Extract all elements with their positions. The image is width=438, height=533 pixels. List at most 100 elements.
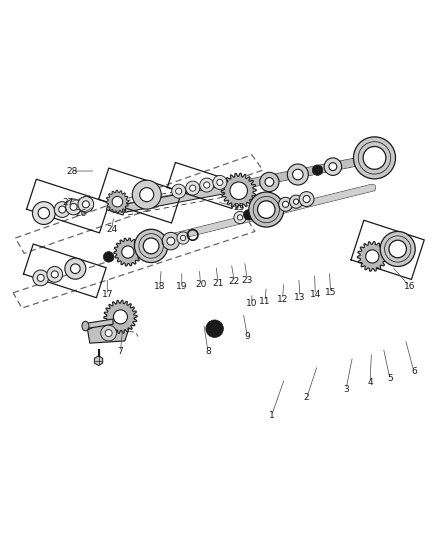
Circle shape — [101, 325, 117, 341]
Polygon shape — [94, 356, 103, 366]
Circle shape — [353, 137, 396, 179]
Circle shape — [283, 201, 289, 207]
Text: 11: 11 — [259, 297, 271, 306]
Circle shape — [180, 236, 186, 241]
Text: 12: 12 — [277, 295, 288, 304]
Ellipse shape — [82, 321, 89, 331]
Circle shape — [293, 169, 303, 180]
Polygon shape — [114, 238, 142, 266]
Polygon shape — [221, 173, 256, 208]
Circle shape — [190, 185, 196, 191]
Polygon shape — [357, 241, 387, 271]
Text: 14: 14 — [310, 290, 321, 300]
Circle shape — [112, 197, 123, 207]
Circle shape — [140, 188, 154, 201]
Circle shape — [177, 232, 189, 244]
Circle shape — [329, 163, 337, 171]
Text: 16: 16 — [404, 282, 415, 290]
Circle shape — [244, 209, 254, 220]
Circle shape — [82, 201, 89, 208]
Circle shape — [234, 211, 246, 223]
Text: 13: 13 — [294, 293, 306, 302]
Circle shape — [204, 182, 210, 188]
Circle shape — [303, 196, 310, 203]
Circle shape — [167, 237, 175, 245]
Circle shape — [260, 172, 279, 191]
Circle shape — [78, 197, 94, 212]
Text: 28: 28 — [67, 166, 78, 175]
Circle shape — [237, 215, 243, 220]
Circle shape — [70, 204, 77, 211]
Text: 15: 15 — [325, 288, 336, 297]
Circle shape — [299, 191, 314, 206]
Text: 3: 3 — [343, 385, 349, 394]
Text: 24: 24 — [106, 225, 117, 234]
Text: 2: 2 — [304, 393, 309, 402]
Text: 20: 20 — [195, 280, 206, 289]
Bar — [106, 201, 126, 215]
Text: 5: 5 — [387, 374, 393, 383]
Circle shape — [186, 181, 200, 195]
Text: 9: 9 — [244, 332, 251, 341]
Circle shape — [366, 250, 379, 263]
Text: 26: 26 — [75, 209, 87, 219]
Circle shape — [59, 206, 66, 213]
Circle shape — [33, 270, 49, 286]
Text: 17: 17 — [102, 290, 113, 300]
Text: 21: 21 — [212, 279, 224, 288]
Circle shape — [105, 329, 112, 336]
Circle shape — [363, 147, 386, 169]
Text: 4: 4 — [367, 378, 373, 387]
Circle shape — [162, 232, 180, 250]
Circle shape — [258, 201, 275, 219]
Circle shape — [389, 240, 406, 258]
Circle shape — [143, 238, 159, 254]
Text: 18: 18 — [154, 282, 166, 290]
Circle shape — [290, 195, 303, 208]
Polygon shape — [124, 181, 251, 212]
Text: 7: 7 — [117, 348, 124, 357]
Circle shape — [217, 179, 223, 185]
Circle shape — [172, 184, 186, 198]
Circle shape — [38, 207, 49, 219]
Text: 27: 27 — [62, 198, 74, 207]
Text: 23: 23 — [242, 276, 253, 285]
Polygon shape — [104, 300, 137, 334]
Circle shape — [213, 175, 227, 189]
Polygon shape — [85, 319, 113, 329]
Text: 22: 22 — [229, 277, 240, 286]
Circle shape — [249, 192, 284, 227]
Circle shape — [206, 320, 223, 337]
Circle shape — [37, 274, 44, 281]
Circle shape — [200, 178, 214, 192]
Circle shape — [132, 180, 161, 209]
Circle shape — [176, 188, 182, 194]
Circle shape — [265, 177, 274, 187]
Circle shape — [65, 258, 86, 279]
Text: 19: 19 — [176, 282, 187, 290]
Circle shape — [51, 271, 58, 278]
Circle shape — [71, 264, 80, 273]
Circle shape — [324, 158, 342, 175]
Polygon shape — [88, 322, 129, 343]
Circle shape — [47, 266, 63, 282]
Circle shape — [230, 182, 247, 199]
Circle shape — [103, 252, 114, 262]
Circle shape — [134, 229, 168, 263]
Circle shape — [66, 199, 81, 215]
Text: 25: 25 — [233, 203, 244, 212]
Circle shape — [380, 231, 415, 266]
Circle shape — [32, 201, 55, 224]
Text: 10: 10 — [246, 299, 258, 308]
Circle shape — [312, 165, 323, 175]
Text: 6: 6 — [411, 367, 417, 376]
Circle shape — [279, 197, 293, 211]
Circle shape — [287, 164, 308, 185]
Polygon shape — [106, 190, 129, 213]
Text: 1: 1 — [268, 411, 275, 420]
Circle shape — [54, 201, 70, 217]
Text: 8: 8 — [205, 348, 211, 357]
Circle shape — [293, 199, 299, 204]
Circle shape — [122, 246, 134, 258]
Circle shape — [113, 310, 127, 324]
